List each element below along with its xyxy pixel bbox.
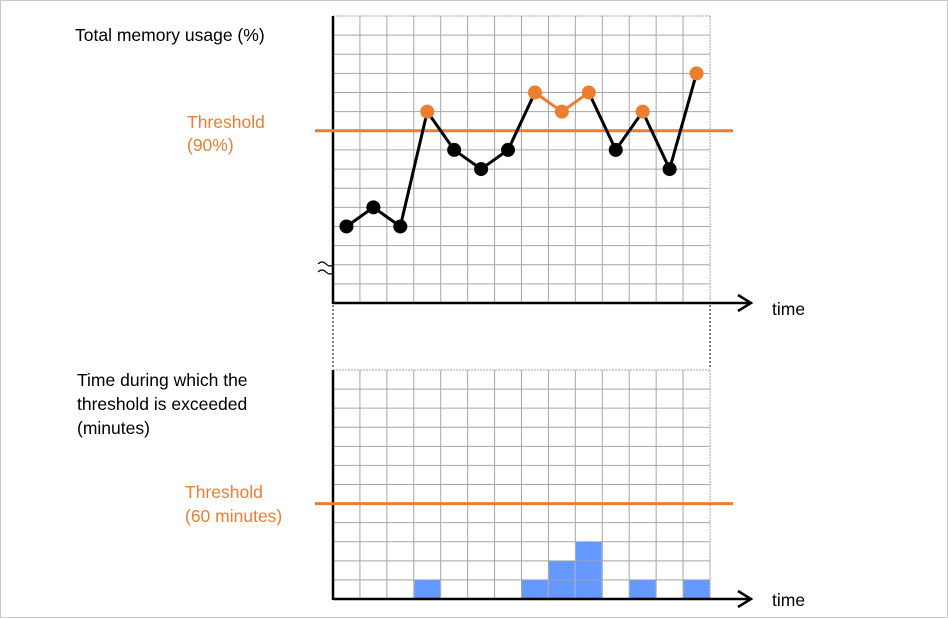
data-point bbox=[501, 142, 516, 157]
bar bbox=[683, 579, 710, 599]
data-point bbox=[474, 162, 489, 177]
bar bbox=[629, 579, 656, 599]
bottom-x-axis-arrow-icon bbox=[737, 589, 754, 609]
top-x-axis-arrow-icon bbox=[737, 293, 754, 313]
series-line-segment bbox=[587, 91, 618, 151]
top-threshold-value: (90%) bbox=[187, 135, 234, 155]
data-point bbox=[662, 162, 677, 177]
data-point bbox=[366, 200, 381, 215]
top-xlabel: time bbox=[772, 299, 806, 319]
bottom-xlabel: time bbox=[772, 590, 806, 610]
bottom-ylabel-line1: Time during which the bbox=[77, 370, 248, 390]
bottom-threshold-label: Threshold bbox=[185, 482, 263, 502]
data-point-above-threshold bbox=[581, 85, 596, 100]
data-point-above-threshold bbox=[554, 104, 569, 119]
top-threshold-label: Threshold bbox=[187, 112, 265, 132]
data-point bbox=[608, 142, 623, 157]
data-point-above-threshold bbox=[527, 85, 542, 100]
series-line-segment bbox=[668, 72, 698, 170]
bottom-ylabel-line3: (minutes) bbox=[77, 418, 150, 438]
series-line-segment bbox=[614, 110, 644, 151]
bar bbox=[522, 579, 548, 599]
data-point bbox=[447, 142, 462, 157]
bar bbox=[575, 541, 602, 599]
series-line-segment bbox=[641, 111, 671, 170]
axis-break-icon bbox=[317, 261, 335, 275]
top-ylabel: Total memory usage (%) bbox=[75, 25, 265, 45]
series-line-segment bbox=[426, 110, 456, 151]
data-point-above-threshold bbox=[420, 104, 435, 119]
data-point bbox=[339, 219, 354, 234]
series-line-segment bbox=[398, 111, 429, 227]
data-point bbox=[393, 219, 408, 234]
data-point-above-threshold bbox=[635, 104, 650, 119]
bottom-threshold-value: (60 minutes) bbox=[185, 506, 283, 526]
bottom-ylabel-line2: threshold is exceeded bbox=[77, 394, 248, 414]
series-line-segment bbox=[506, 91, 537, 151]
bar bbox=[414, 579, 441, 599]
data-point-above-threshold bbox=[689, 66, 704, 81]
